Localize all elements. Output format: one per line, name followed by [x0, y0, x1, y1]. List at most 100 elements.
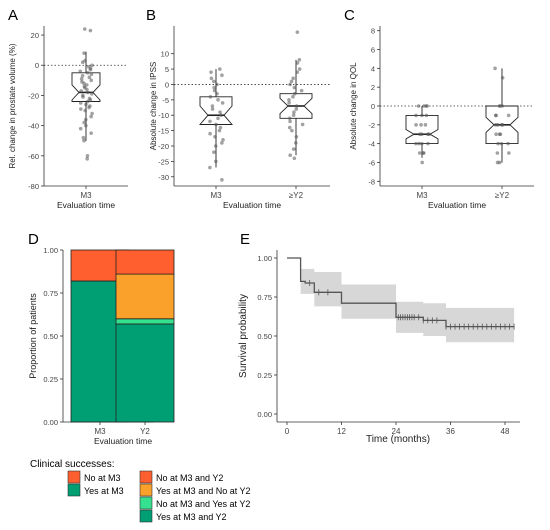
panel-e-chart: 1.00 0.75 0.50 0.25 0.00 0 12 24 36 48 Time (month…: [238, 250, 520, 445]
data-point: [414, 123, 418, 127]
data-point: [420, 160, 424, 165]
data-point: [495, 160, 500, 165]
data-point: [426, 132, 430, 137]
data-point: [84, 123, 88, 128]
data-point: [208, 94, 213, 99]
data-point: [299, 88, 304, 93]
data-point: [219, 113, 223, 118]
y-axis-title: Absolute change in QOL: [349, 62, 358, 150]
data-point: [218, 125, 223, 130]
y-tick-label: 10: [161, 50, 169, 59]
y-tick-label: 6: [371, 46, 375, 55]
data-point: [496, 123, 500, 127]
data-point: [90, 92, 94, 96]
data-point: [417, 141, 421, 146]
data-point: [417, 151, 422, 155]
data-point: [208, 119, 212, 124]
y-tick-label: -80: [28, 182, 39, 191]
data-point: [493, 66, 497, 71]
y-tick-label: 0.75: [257, 293, 272, 302]
y-tick-label: 0.50: [257, 332, 272, 341]
data-point: [85, 90, 90, 95]
y-tick-label: -30: [158, 173, 169, 182]
data-point: [297, 58, 302, 62]
data-point: [420, 113, 424, 118]
data-point: [291, 94, 295, 99]
data-point: [294, 134, 299, 139]
data-point: [289, 79, 294, 84]
y-tick-label: 0: [35, 61, 39, 70]
data-point: [291, 113, 296, 118]
data-point: [421, 151, 426, 155]
data-point: [212, 88, 217, 93]
data-point: [288, 119, 292, 124]
data-point: [214, 159, 218, 164]
panel-b-chart: 10 5 0 -5 -10 -15 -20 -25 -30 M3 ≥Y2 Evaluation tim…: [149, 26, 330, 210]
bar-segment-Y2: [115, 249, 175, 275]
data-point: [208, 165, 212, 170]
data-point: [497, 104, 502, 108]
data-point: [422, 104, 426, 108]
data-point: [211, 79, 216, 84]
data-point: [209, 70, 213, 74]
data-point: [90, 63, 94, 68]
x-tick-label: ≥Y2: [495, 191, 510, 200]
x-axis-title: Time (months): [366, 434, 430, 445]
data-point: [496, 141, 500, 146]
y-tick-label: 1.00: [257, 254, 272, 263]
data-point: [494, 113, 498, 118]
data-point: [292, 110, 296, 114]
y-tick-label: -4: [368, 140, 375, 149]
data-point: [78, 101, 83, 105]
panel-label-d: D: [28, 231, 39, 248]
data-point: [88, 67, 93, 72]
y-tick-label: 0.75: [43, 289, 58, 298]
data-point: [499, 123, 504, 127]
data-point: [79, 89, 83, 93]
data-point: [90, 111, 94, 116]
data-point: [85, 70, 90, 75]
y-tick-label: 0.50: [43, 332, 58, 341]
x-axis-title: Evaluation time: [94, 436, 152, 446]
data-point: [220, 101, 225, 105]
x-axis-title: Evaluation time: [57, 200, 115, 210]
data-point: [218, 110, 222, 114]
y-axis-title: Survival probability: [238, 294, 249, 378]
y-tick-label: 1.00: [43, 246, 58, 255]
data-point: [79, 107, 83, 111]
survival-curve: [287, 257, 515, 328]
x-tick-label: Y2: [140, 427, 150, 436]
x-tick-label: M3: [210, 191, 222, 200]
legend-swatch-right-2: [139, 496, 153, 510]
box-M3: [199, 96, 233, 125]
legend: Clinical successes: No at M3 Yes at M3 N…: [30, 459, 251, 523]
data-point: [419, 123, 423, 127]
data-point: [83, 117, 88, 122]
data-point: [290, 128, 294, 133]
y-tick-label: -8: [368, 177, 375, 186]
data-point: [494, 132, 498, 137]
y-tick-label: 20: [31, 31, 39, 40]
x-tick-label: ≥Y2: [289, 191, 304, 200]
data-point: [80, 74, 85, 78]
y-tick-label: -60: [28, 152, 39, 161]
x-tick-label: 0: [285, 427, 290, 436]
box-M3: [405, 114, 439, 145]
data-point: [82, 120, 86, 125]
panel-label-e: E: [240, 231, 250, 248]
y-axis-title: Proportion of patients: [28, 293, 38, 379]
data-point: [294, 107, 299, 111]
data-point: [215, 91, 219, 96]
data-point: [89, 114, 93, 119]
data-point: [220, 141, 224, 145]
x-tick-label: M3: [94, 427, 106, 436]
data-point: [295, 61, 300, 65]
y-tick-label: 0.25: [257, 371, 272, 380]
y-tick-label: -25: [158, 157, 169, 166]
data-point: [221, 138, 225, 142]
y-tick-label: 0.00: [43, 418, 58, 427]
data-point: [217, 128, 222, 133]
data-point: [213, 134, 217, 139]
